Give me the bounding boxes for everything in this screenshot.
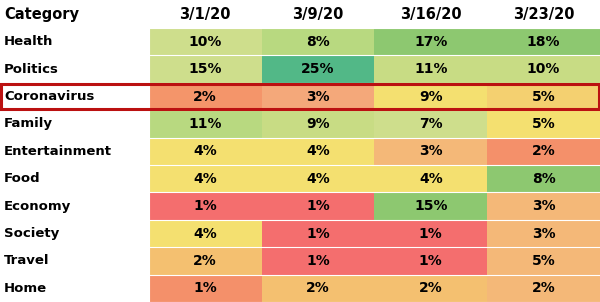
Bar — [487, 165, 600, 192]
Bar — [1, 84, 599, 109]
Text: 4%: 4% — [419, 172, 443, 186]
Text: 3/23/20: 3/23/20 — [513, 7, 574, 21]
Text: 3%: 3% — [532, 226, 556, 240]
Text: 3/9/20: 3/9/20 — [292, 7, 344, 21]
Text: 15%: 15% — [414, 199, 448, 213]
Bar — [374, 138, 487, 165]
Text: 25%: 25% — [301, 62, 335, 76]
Bar — [262, 138, 374, 165]
Bar — [374, 56, 487, 83]
Bar — [262, 56, 374, 83]
Text: 2%: 2% — [419, 281, 443, 295]
Bar — [149, 192, 262, 220]
Bar — [487, 138, 600, 165]
Text: Travel: Travel — [4, 254, 49, 267]
Text: 3%: 3% — [532, 199, 556, 213]
Text: 1%: 1% — [306, 254, 330, 268]
Bar — [487, 28, 600, 56]
Bar — [487, 110, 600, 138]
Text: 7%: 7% — [419, 117, 443, 131]
Bar — [487, 56, 600, 83]
Text: 4%: 4% — [306, 144, 330, 158]
Text: Entertainment: Entertainment — [4, 145, 112, 158]
Bar — [262, 83, 374, 110]
Text: Society: Society — [4, 227, 59, 240]
Text: Home: Home — [4, 282, 47, 295]
Text: 9%: 9% — [419, 90, 443, 104]
Bar — [262, 275, 374, 302]
Text: 10%: 10% — [188, 35, 222, 49]
Bar — [149, 247, 262, 275]
Text: 3/1/20: 3/1/20 — [179, 7, 231, 21]
Bar — [262, 192, 374, 220]
Bar — [149, 110, 262, 138]
Bar — [374, 110, 487, 138]
Text: 2%: 2% — [532, 144, 556, 158]
Text: 9%: 9% — [306, 117, 330, 131]
Text: Food: Food — [4, 172, 41, 185]
Text: 3%: 3% — [306, 90, 330, 104]
Text: 4%: 4% — [306, 172, 330, 186]
Text: 10%: 10% — [527, 62, 560, 76]
Text: 3%: 3% — [419, 144, 443, 158]
Text: 4%: 4% — [193, 172, 217, 186]
Text: 1%: 1% — [419, 254, 443, 268]
Bar — [487, 275, 600, 302]
Text: 1%: 1% — [193, 199, 217, 213]
Bar — [487, 247, 600, 275]
Bar — [149, 220, 262, 247]
Text: 1%: 1% — [193, 281, 217, 295]
Text: 17%: 17% — [414, 35, 448, 49]
Bar — [487, 220, 600, 247]
Text: Family: Family — [4, 117, 53, 130]
Text: 3/16/20: 3/16/20 — [400, 7, 461, 21]
Text: Economy: Economy — [4, 200, 71, 213]
Bar — [374, 192, 487, 220]
Bar — [262, 247, 374, 275]
Text: 2%: 2% — [306, 281, 330, 295]
Bar — [149, 83, 262, 110]
Bar — [487, 192, 600, 220]
Bar — [374, 83, 487, 110]
Text: 5%: 5% — [532, 254, 556, 268]
Text: 2%: 2% — [193, 254, 217, 268]
Text: 18%: 18% — [527, 35, 560, 49]
Text: 11%: 11% — [414, 62, 448, 76]
Bar — [374, 220, 487, 247]
Text: 8%: 8% — [532, 172, 556, 186]
Bar — [149, 275, 262, 302]
Bar — [374, 28, 487, 56]
Bar — [149, 165, 262, 192]
Bar — [149, 56, 262, 83]
Text: 5%: 5% — [532, 117, 556, 131]
Text: 5%: 5% — [532, 90, 556, 104]
Bar — [374, 247, 487, 275]
Bar — [262, 28, 374, 56]
Bar — [487, 83, 600, 110]
Text: Health: Health — [4, 35, 53, 48]
Text: 15%: 15% — [188, 62, 222, 76]
Text: 11%: 11% — [188, 117, 222, 131]
Bar — [262, 110, 374, 138]
Text: 4%: 4% — [193, 226, 217, 240]
Text: Politics: Politics — [4, 63, 59, 76]
Bar — [262, 220, 374, 247]
Bar — [374, 165, 487, 192]
Bar — [374, 275, 487, 302]
Text: 8%: 8% — [306, 35, 330, 49]
Text: 2%: 2% — [193, 90, 217, 104]
Bar — [149, 28, 262, 56]
Text: 1%: 1% — [306, 199, 330, 213]
Bar — [262, 165, 374, 192]
Text: 1%: 1% — [419, 226, 443, 240]
Bar — [149, 138, 262, 165]
Text: Category: Category — [4, 7, 79, 21]
Text: 4%: 4% — [193, 144, 217, 158]
Text: 1%: 1% — [306, 226, 330, 240]
Text: 2%: 2% — [532, 281, 556, 295]
Text: Coronavirus: Coronavirus — [4, 90, 94, 103]
